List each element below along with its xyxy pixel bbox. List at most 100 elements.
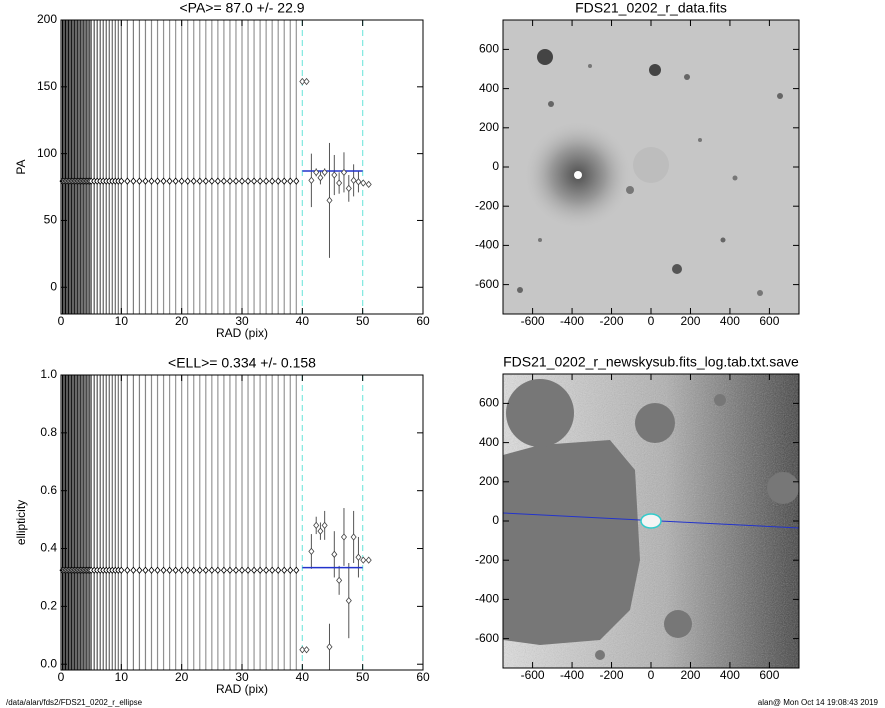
- inner-point: [172, 177, 179, 185]
- x-tick-label: 0: [648, 314, 655, 328]
- outer-point: [317, 174, 324, 182]
- inner-point: [130, 177, 137, 185]
- inner-point: [196, 177, 203, 185]
- inner-point: [148, 566, 155, 574]
- outer-point: [308, 176, 315, 184]
- y-tick-label: -600: [475, 631, 499, 645]
- x-tick-label: 30: [235, 314, 249, 328]
- outer-point: [345, 596, 352, 605]
- x-tick-label: 20: [175, 670, 189, 684]
- inner-point: [232, 566, 239, 574]
- inner-point: [166, 566, 173, 574]
- outer-point: [317, 527, 324, 535]
- inner-point: [293, 177, 300, 185]
- inner-point: [263, 177, 270, 185]
- inner-point: [202, 566, 209, 574]
- x-tick-label: 0: [648, 668, 655, 682]
- y-axis-label: PA: [14, 159, 28, 174]
- inner-point: [190, 566, 197, 574]
- outer-point: [345, 184, 352, 193]
- outer-point: [321, 168, 328, 176]
- outer-point: [326, 196, 333, 205]
- y-tick-label: 200: [479, 120, 499, 134]
- inner-point: [232, 177, 239, 185]
- x-tick-label: 60: [416, 314, 430, 328]
- outer-point: [303, 77, 310, 86]
- y-tick-label: 600: [479, 396, 499, 410]
- y-tick-label: -600: [475, 277, 499, 291]
- inner-point: [142, 566, 149, 574]
- inner-point: [238, 177, 246, 185]
- outer-point: [360, 556, 367, 564]
- y-tick-label: 50: [44, 213, 58, 227]
- y-tick-label: 150: [37, 79, 57, 93]
- inner-point: [226, 566, 233, 574]
- outer-point: [340, 533, 347, 541]
- outer-point: [326, 643, 333, 651]
- inner-point: [124, 566, 131, 574]
- panel-title: <PA>= 87.0 +/- 22.9: [179, 0, 304, 16]
- outer-point: [331, 171, 338, 179]
- inner-point: [208, 566, 215, 574]
- inner-point: [245, 566, 252, 574]
- y-tick-label: 200: [37, 12, 57, 26]
- y-tick-label: 0.6: [40, 483, 57, 497]
- x-tick-label: 10: [115, 670, 129, 684]
- inner-point: [275, 566, 282, 574]
- inner-point: [269, 177, 276, 185]
- inner-point: [208, 177, 215, 185]
- outer-point: [350, 176, 357, 184]
- outer-point: [308, 547, 315, 556]
- inner-point: [142, 177, 149, 185]
- outer-point: [303, 646, 310, 654]
- y-tick-label: 0: [50, 279, 57, 293]
- x-tick-label: 400: [720, 668, 740, 682]
- inner-point: [196, 566, 203, 574]
- outer-point: [313, 168, 320, 176]
- inner-point: [178, 566, 185, 574]
- inner-point: [160, 566, 167, 574]
- panel-title: FDS21_0202_r_newskysub.fits_log.tab.txt.…: [503, 354, 799, 370]
- y-tick-label: 0: [492, 513, 499, 527]
- inner-point: [124, 177, 131, 185]
- inner-point: [275, 177, 282, 185]
- panel-title: FDS21_0202_r_data.fits: [575, 0, 727, 16]
- inner-point: [172, 566, 179, 574]
- raw-image: [503, 20, 799, 314]
- y-tick-label: 0: [492, 159, 499, 173]
- x-tick-label: -200: [600, 668, 624, 682]
- x-tick-label: 50: [356, 314, 370, 328]
- inner-point: [214, 177, 221, 185]
- outer-point: [313, 521, 320, 530]
- x-tick-label: -200: [600, 314, 624, 328]
- inner-point: [293, 566, 300, 574]
- x-tick-label: 600: [759, 314, 779, 328]
- y-tick-label: 100: [37, 146, 57, 160]
- y-axis-label: ellipticity: [14, 500, 28, 545]
- outer-point: [355, 178, 362, 186]
- inner-point: [281, 566, 288, 574]
- y-tick-label: -200: [475, 552, 499, 566]
- x-tick-label: 200: [680, 314, 700, 328]
- footer-stamp: alan@ Mon Oct 14 19:08:43 2019: [758, 698, 879, 707]
- x-tick-label: 10: [115, 314, 129, 328]
- inner-point: [220, 566, 227, 574]
- outer-point: [350, 533, 357, 541]
- x-tick-label: 40: [296, 670, 310, 684]
- x-tick-label: -600: [521, 668, 545, 682]
- x-tick-label: 200: [680, 668, 700, 682]
- y-tick-label: 0.4: [40, 541, 57, 555]
- inner-point: [238, 566, 246, 574]
- outer-point: [331, 550, 338, 558]
- inner-point: [136, 177, 143, 185]
- outer-point: [336, 576, 343, 584]
- inner-point: [148, 177, 155, 185]
- inner-point: [178, 177, 185, 185]
- x-tick-label: -400: [560, 314, 584, 328]
- y-tick-label: -400: [475, 592, 499, 606]
- x-tick-label: 0: [58, 670, 65, 684]
- y-tick-label: -400: [475, 238, 499, 252]
- outer-point: [365, 180, 372, 188]
- y-tick-label: 400: [479, 435, 499, 449]
